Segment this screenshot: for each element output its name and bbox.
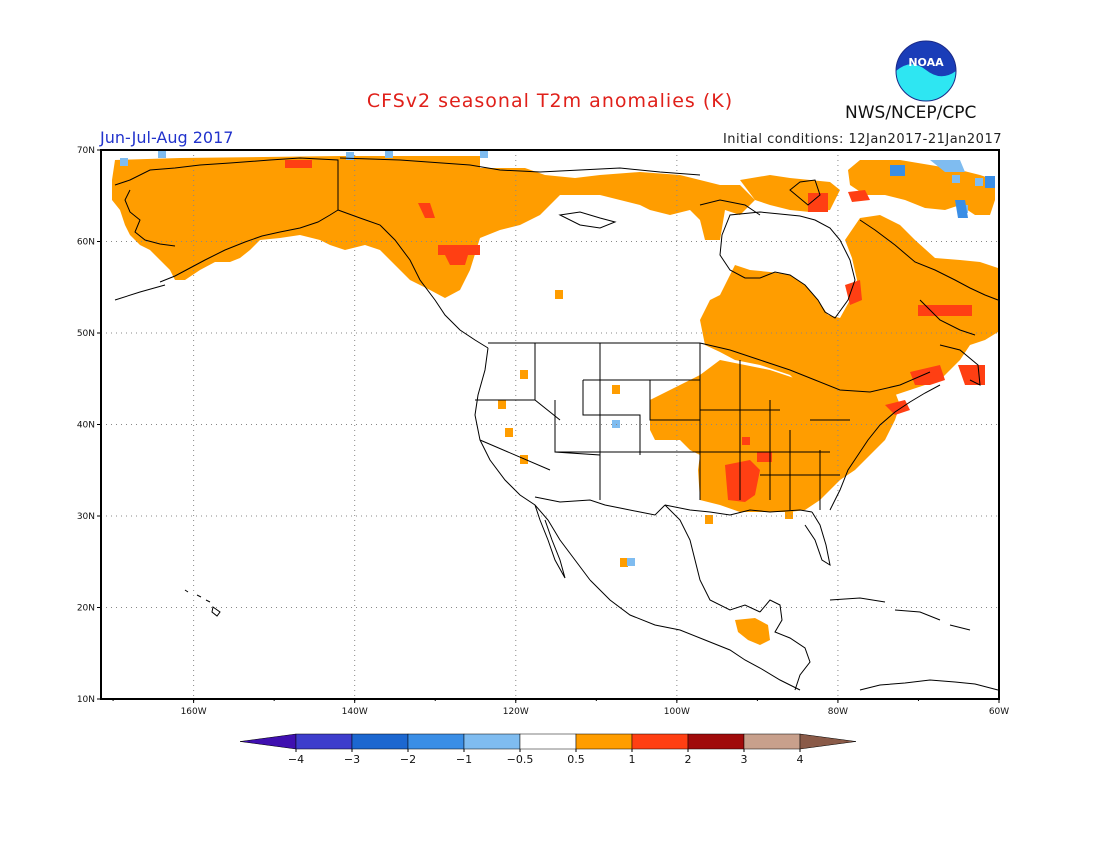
colorbar-segment [687, 733, 745, 750]
lat-label: 60N [77, 238, 95, 248]
lon-label: 60W [989, 707, 1009, 717]
colorbar-arrow-low [239, 733, 297, 750]
colorbar-segment [463, 733, 521, 750]
coastlines [114, 157, 999, 691]
anomaly-cell-cold-2 [955, 200, 968, 218]
colorbar-segment [743, 733, 801, 750]
anomaly-hot-yukon [418, 203, 435, 218]
anomaly-region-east-canada [700, 215, 998, 405]
political-borders [337, 160, 931, 516]
anomaly-region-eastern-us [650, 360, 900, 512]
colorbar-label: −4 [288, 753, 304, 766]
anomaly-cell-warm [705, 515, 713, 524]
anomaly-hot-northeast [885, 400, 910, 415]
anomaly-cell-cool [120, 158, 128, 166]
lat-label: 20N [77, 604, 95, 614]
lon-label: 160W [181, 707, 207, 717]
initial-conditions-label: Initial conditions: 12Jan2017-21Jan2017 [722, 132, 1002, 147]
colorbar-segment [575, 733, 633, 750]
logo-text: NOAA [908, 56, 944, 69]
anomaly-cell-warm [498, 400, 506, 409]
anomaly-region-north [112, 156, 755, 298]
latitude-labels: 70N 60N 50N 40N 30N 20N 10N [77, 146, 101, 705]
anomaly-cell-warm [785, 510, 793, 519]
lon-label: 140W [342, 707, 368, 717]
colorbar-segment [351, 733, 409, 750]
anomaly-cell-cool [480, 150, 488, 158]
anomaly-hot-baffin-2 [808, 193, 828, 212]
colorbar-label: 4 [797, 753, 804, 766]
anomaly-hot-tennessee [757, 452, 772, 462]
anomaly-hot-quebec [845, 280, 862, 305]
longitude-labels: 160W 140W 120W 100W 80W 60W [112, 699, 1009, 717]
agency-label: NWS/NCEP/CPC [845, 103, 977, 123]
lon-label: 120W [503, 707, 529, 717]
anomaly-region-central-america [735, 618, 770, 645]
anomaly-hot-bc [438, 245, 480, 265]
colorbar-label: 1 [629, 753, 636, 766]
lat-label: 50N [77, 329, 95, 339]
colorbar: −4 −3 −2 −1 −0.5 0.5 1 2 3 4 [239, 733, 857, 766]
colorbar-label: 0.5 [567, 753, 585, 766]
anomaly-region-cold-greenland [890, 165, 905, 176]
colorbar-label: −3 [344, 753, 360, 766]
anomaly-cells [112, 150, 998, 645]
map-title: CFSv2 seasonal T2m anomalies (K) [366, 90, 734, 112]
anomaly-hot-baffin [848, 190, 870, 202]
anomaly-region-greenland-edge [848, 160, 995, 215]
colorbar-label: −2 [400, 753, 416, 766]
anomaly-hot-maine [910, 365, 945, 385]
colorbar-label: −1 [456, 753, 472, 766]
anomaly-cell-cool [346, 152, 354, 160]
colorbar-label: −0.5 [507, 753, 534, 766]
anomaly-cell-warm [555, 290, 563, 299]
anomaly-cell-cold [985, 176, 995, 188]
anomaly-hot-labrador [918, 305, 972, 316]
anomaly-cell-cool [385, 150, 393, 158]
anomaly-cell-warm [520, 370, 528, 379]
colorbar-segment [519, 733, 577, 750]
lat-label: 70N [77, 146, 95, 156]
colorbar-segment [631, 733, 689, 750]
lat-label: 30N [77, 512, 95, 522]
anomaly-region-cool-greenland [930, 160, 965, 172]
lon-label: 100W [664, 707, 690, 717]
anomaly-cell-cool [952, 175, 960, 183]
anomaly-hot-mississippi [725, 460, 760, 502]
colorbar-label: 2 [685, 753, 692, 766]
lon-label: 80W [828, 707, 848, 717]
lat-label: 40N [77, 421, 95, 431]
anomaly-cell-warm [620, 558, 628, 567]
anomaly-cell-cool [627, 558, 635, 566]
colorbar-segment [407, 733, 465, 750]
anomaly-cell-warm [612, 385, 620, 394]
anomaly-cell-cool [158, 150, 166, 158]
season-label: Jun-Jul-Aug 2017 [100, 128, 234, 147]
colorbar-label: 3 [741, 753, 748, 766]
noaa-logo-icon: NOAA [895, 40, 957, 102]
anomaly-cell-warm [520, 455, 528, 464]
anomaly-hot-nova-scotia [958, 365, 985, 385]
lat-label: 10N [77, 695, 95, 705]
anomaly-cell-warm [505, 428, 513, 437]
anomaly-hot-alaska-north [285, 160, 312, 168]
anomaly-cell-cool [975, 178, 983, 186]
colorbar-arrow-high [799, 733, 857, 750]
colorbar-segment [295, 733, 353, 750]
anomaly-hot-cell [742, 437, 750, 445]
